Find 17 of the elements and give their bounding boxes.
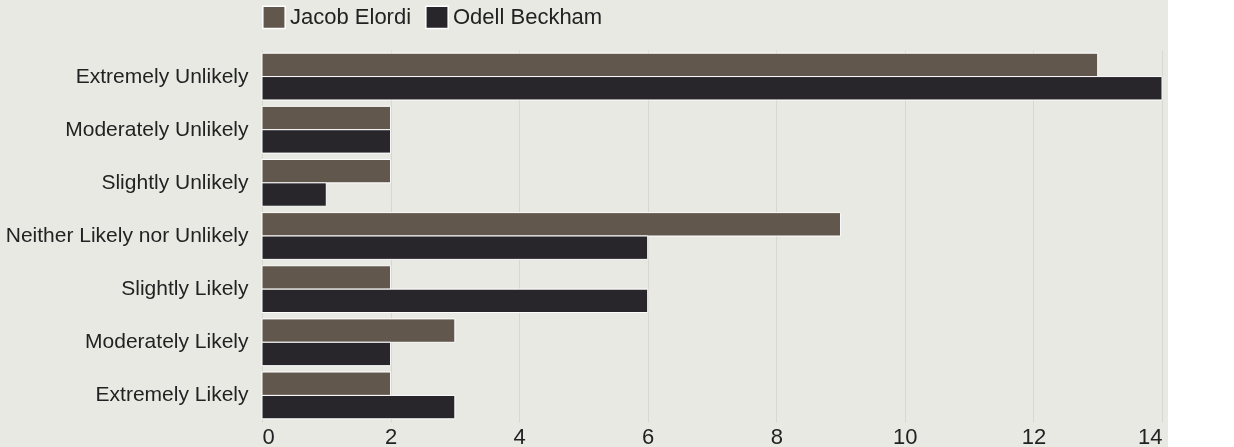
x-tick-label: 14 — [1138, 423, 1163, 447]
y-tick-label: Slightly Unlikely — [101, 169, 249, 193]
legend-label: Odell Beckham — [453, 4, 603, 30]
x-tick-label: 12 — [1021, 423, 1047, 447]
x-tick-label: 4 — [513, 423, 526, 447]
x-tick-label: 6 — [642, 423, 655, 447]
legend-label: Jacob Elordi — [290, 4, 412, 30]
x-tick-label: 2 — [384, 423, 398, 447]
x-tick-label: 10 — [893, 423, 918, 447]
y-tick-label: Extremely Likely — [95, 382, 249, 406]
y-tick-label: Extremely Unlikely — [75, 63, 249, 87]
x-tick-label: 8 — [770, 423, 783, 447]
y-tick-label: Slightly Likely — [121, 276, 249, 300]
x-tick-label: 0 — [262, 423, 275, 447]
y-tick-label: Moderately Unlikely — [65, 116, 249, 140]
y-tick-label: Neither Likely nor Unlikely — [5, 223, 249, 246]
y-tick-label: Moderately Likely — [85, 329, 249, 353]
